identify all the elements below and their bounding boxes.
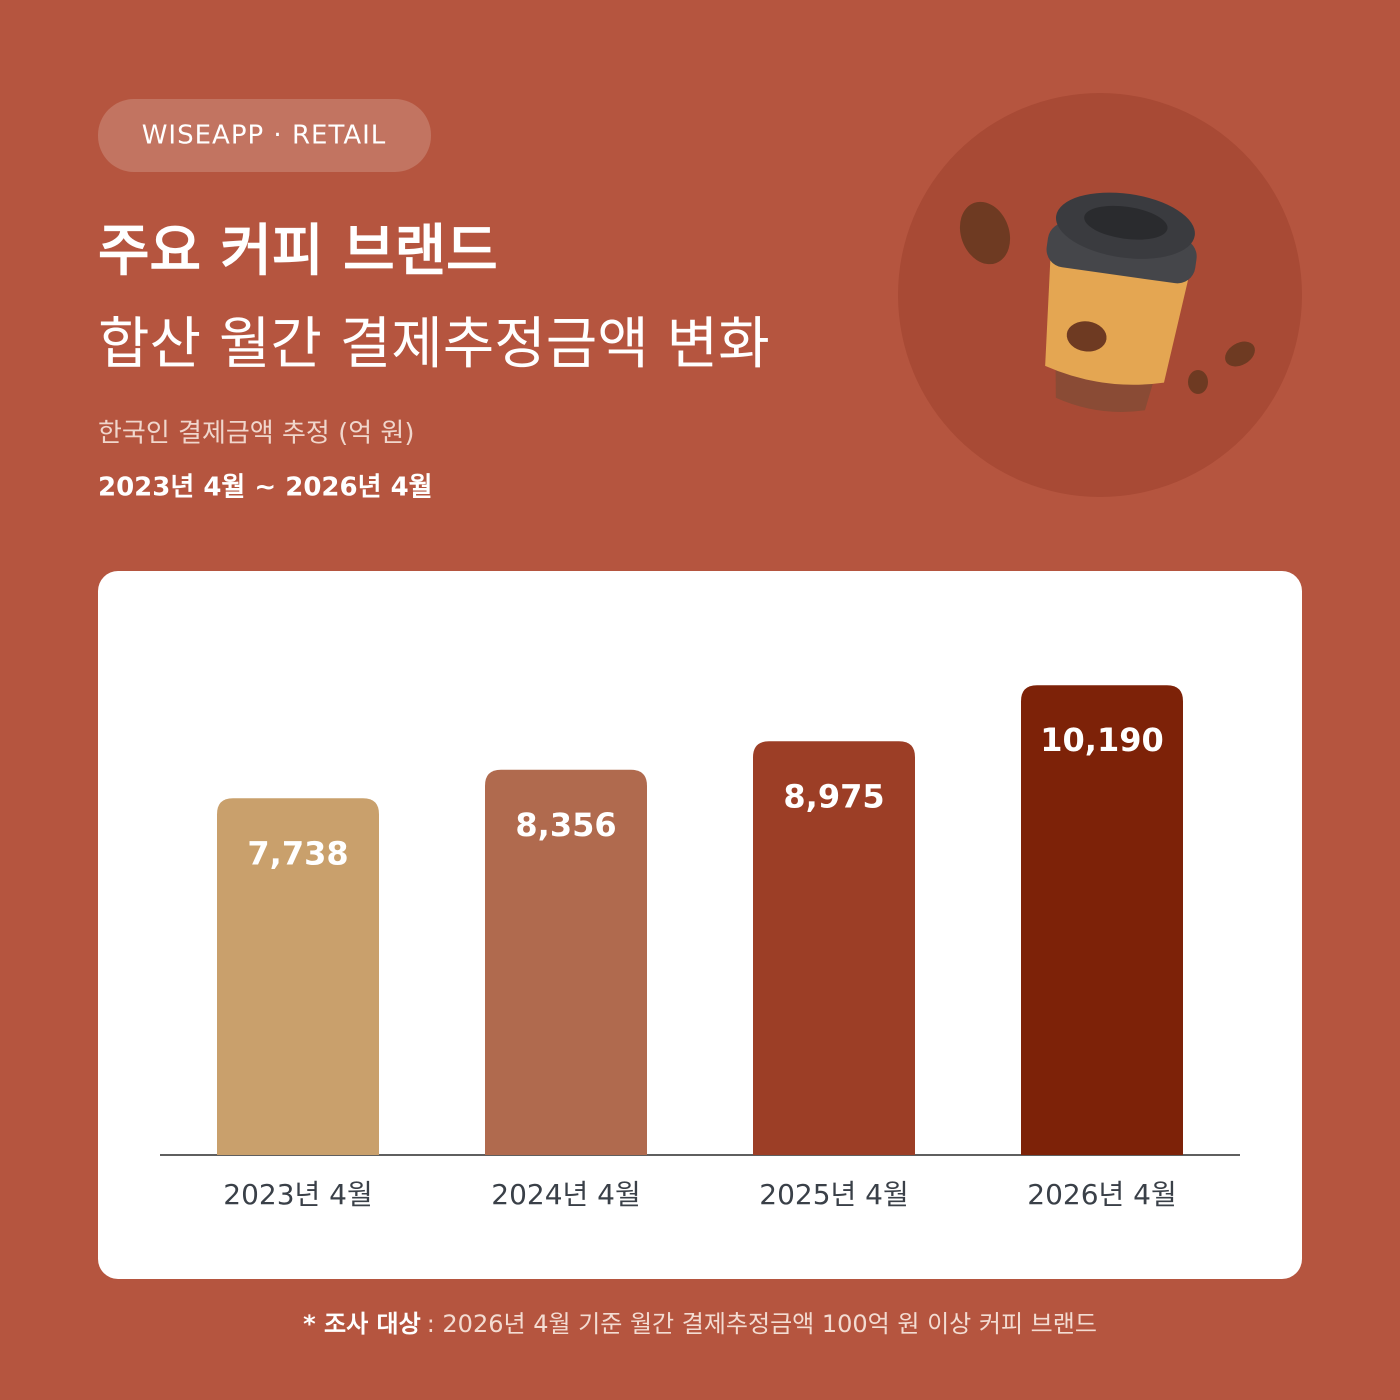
unit-note: 한국인 결제금액 추정 (억 원) [98, 419, 414, 449]
value-label: 8,975 [783, 777, 884, 815]
bar [485, 769, 647, 1155]
coffee-illustration [898, 93, 1302, 497]
brand: WISEAPP · RETAIL [142, 121, 387, 151]
sleeve-bean [1066, 321, 1107, 352]
bar [217, 798, 379, 1155]
x-tick-label: 2026년 4월 [1027, 1178, 1177, 1211]
chart-card [98, 571, 1302, 1279]
bar [753, 741, 915, 1155]
lid-hole [1084, 205, 1168, 240]
value-label: 10,190 [1040, 721, 1163, 759]
value-label: 7,738 [247, 834, 348, 872]
bars: 7,738 2023년 4월 8,356 2024년 4월 8,975 2025년 4월 1… [217, 685, 1183, 1211]
footnote-label: * 조사 대상 [303, 1310, 421, 1338]
bean [1225, 341, 1255, 367]
footnote-text: : 2026년 4월 기준 월간 결제추정금액 100억 원 이상 커피 브랜드 [427, 1310, 1097, 1338]
x-tick-label: 2025년 4월 [759, 1178, 909, 1211]
subtitle: 합산 월간 결제추정금액 변화 [98, 312, 770, 377]
bean [1188, 370, 1208, 394]
period: 2023년 4월 ~ 2026년 4월 [98, 473, 433, 503]
value-label: 8,356 [515, 806, 616, 844]
title: 주요 커피 브랜드 [98, 219, 498, 284]
bean [959, 201, 1011, 265]
cup-sleeve [1045, 255, 1190, 385]
footnote: * 조사 대상: 2026년 4월 기준 월간 결제추정금액 100억 원 이상… [303, 1310, 1097, 1338]
x-tick-label: 2024년 4월 [491, 1178, 641, 1211]
brand-badge [98, 99, 431, 172]
bar [1021, 685, 1183, 1155]
x-tick-label: 2023년 4월 [223, 1178, 373, 1211]
